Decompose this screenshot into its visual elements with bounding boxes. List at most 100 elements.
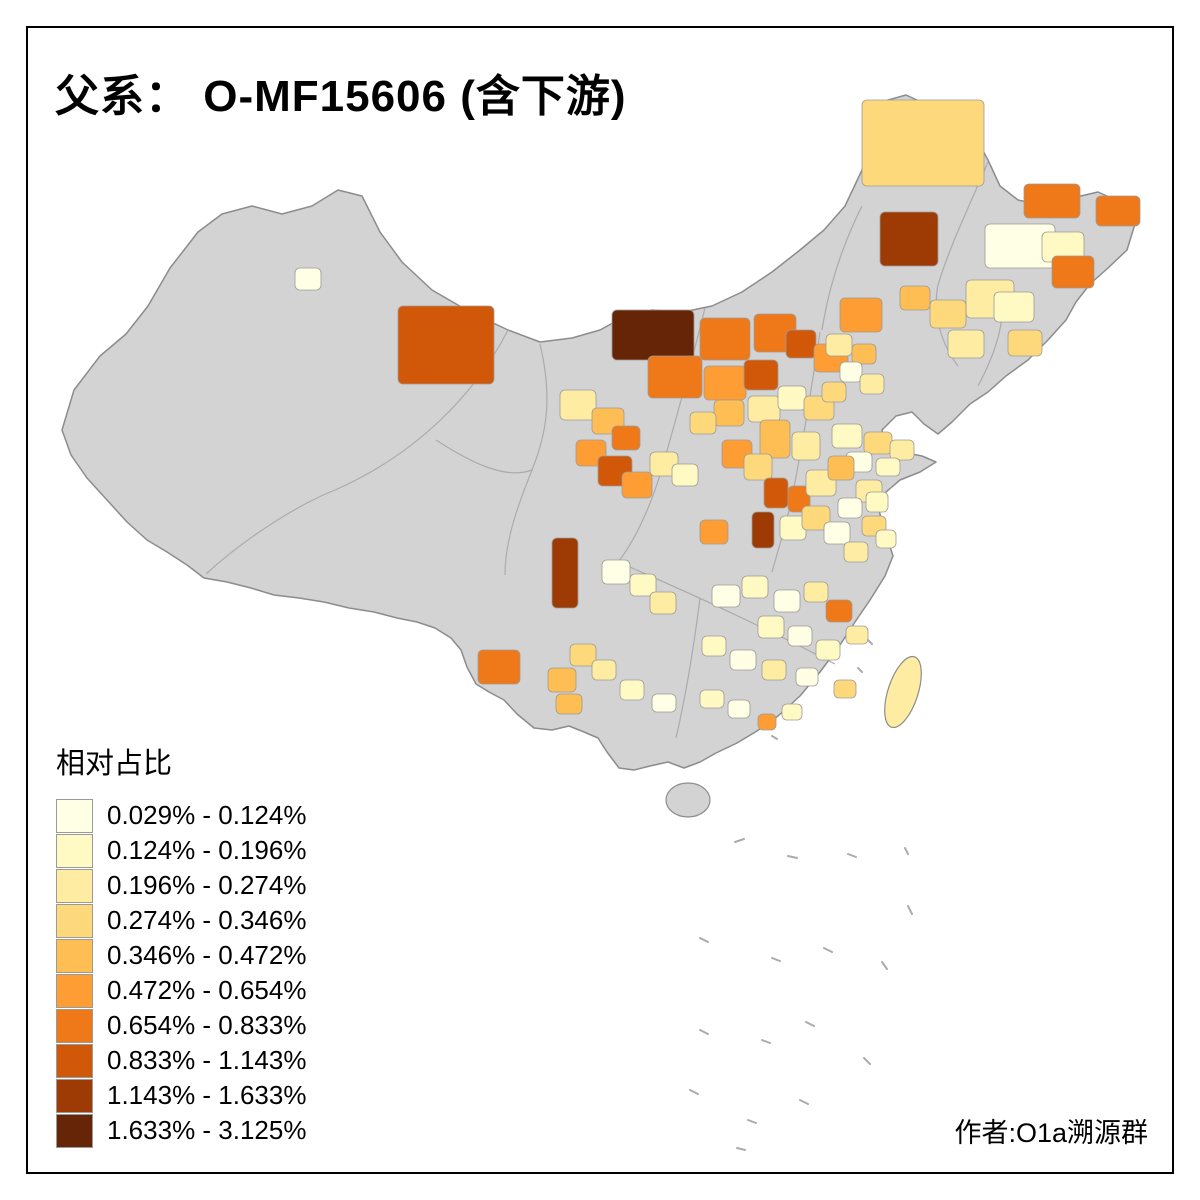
legend-label: 0.196% - 0.274% xyxy=(107,870,307,900)
prefecture-region xyxy=(773,589,801,613)
prefecture-region xyxy=(743,359,779,391)
prefecture-region xyxy=(699,689,725,709)
legend-row: 0.833% - 1.143% xyxy=(56,1043,306,1078)
prefecture-region xyxy=(711,584,741,608)
prefecture-region xyxy=(649,591,677,615)
prefecture-region xyxy=(699,519,729,545)
south-china-sea-islands xyxy=(689,639,913,1151)
prefecture-region xyxy=(611,425,641,451)
prefecture-region xyxy=(727,699,751,719)
legend-label: 0.346% - 0.472% xyxy=(107,940,307,970)
prefecture-region xyxy=(785,329,817,359)
prefecture-region xyxy=(703,365,747,401)
prefecture-region xyxy=(851,343,877,365)
prefecture-region xyxy=(795,667,819,687)
prefecture-region xyxy=(899,285,931,311)
legend-row: 0.472% - 0.654% xyxy=(56,973,306,1008)
prefecture-region xyxy=(787,485,811,513)
legend-row: 1.143% - 1.633% xyxy=(56,1078,306,1113)
legend-swatch xyxy=(56,903,93,938)
prefecture-region xyxy=(815,639,841,661)
prefecture-region xyxy=(833,679,857,699)
prefecture-region xyxy=(713,399,745,427)
prefecture-region xyxy=(671,463,699,487)
legend-label: 0.654% - 0.833% xyxy=(107,1010,307,1040)
prefecture-region xyxy=(791,431,821,461)
prefecture-region xyxy=(1007,329,1043,357)
legend-label: 0.833% - 1.143% xyxy=(107,1045,307,1075)
prefecture-region xyxy=(559,389,597,421)
legend-row: 1.633% - 3.125% xyxy=(56,1113,306,1148)
legend-label: 0.029% - 0.124% xyxy=(107,800,307,830)
prefecture-region xyxy=(875,457,901,477)
prefecture-patches xyxy=(294,99,1141,731)
prefecture-region xyxy=(741,575,769,599)
prefecture-region xyxy=(825,599,853,623)
legend-swatch xyxy=(56,1008,93,1043)
prefecture-region xyxy=(781,703,803,721)
prefecture-region xyxy=(477,649,521,685)
prefecture-region xyxy=(865,491,889,513)
prefecture-region xyxy=(611,309,695,361)
legend-swatch xyxy=(56,973,93,1008)
prefecture-region xyxy=(647,355,703,399)
prefecture-region xyxy=(547,667,577,693)
prefecture-region xyxy=(1051,255,1095,289)
prefecture-region xyxy=(837,497,863,519)
legend-swatch xyxy=(56,833,93,868)
prefecture-region xyxy=(689,411,717,435)
prefecture-region xyxy=(787,625,813,647)
prefecture-region xyxy=(555,693,583,715)
prefecture-region xyxy=(879,211,939,267)
prefecture-region xyxy=(839,297,883,333)
prefecture-region xyxy=(551,537,579,609)
prefecture-region xyxy=(569,643,597,667)
legend: 相对占比 0.029% - 0.124% 0.124% - 0.196% 0.1… xyxy=(56,740,306,1148)
legend-swatch xyxy=(56,868,93,903)
legend-row: 0.274% - 0.346% xyxy=(56,903,306,938)
prefecture-region xyxy=(294,267,322,291)
prefecture-region xyxy=(629,573,657,597)
prefecture-region xyxy=(619,679,645,701)
prefecture-region xyxy=(839,361,863,383)
prefecture-region xyxy=(759,419,791,459)
prefecture-region xyxy=(763,477,789,509)
legend-title: 相对占比 xyxy=(56,748,173,780)
legend-row: 0.654% - 0.833% xyxy=(56,1008,306,1043)
legend-row: 0.124% - 0.196% xyxy=(56,833,306,868)
prefecture-region xyxy=(947,329,985,359)
legend-swatch xyxy=(56,1113,93,1148)
prefecture-region xyxy=(823,521,851,545)
prefecture-region xyxy=(843,541,869,563)
prefecture-region xyxy=(757,615,785,639)
legend-swatch xyxy=(56,938,93,973)
prefecture-region xyxy=(821,381,847,403)
prefecture-region xyxy=(751,511,775,549)
prefecture-region xyxy=(801,505,831,531)
prefecture-region xyxy=(743,453,773,481)
prefecture-region xyxy=(831,423,863,449)
prefecture-region xyxy=(601,559,631,585)
taiwan-island xyxy=(884,655,922,729)
prefecture-region xyxy=(825,333,853,357)
legend-label: 1.143% - 1.633% xyxy=(107,1080,307,1110)
legend-row: 0.029% - 0.124% xyxy=(56,798,306,833)
prefecture-region xyxy=(1095,195,1141,227)
prefecture-region xyxy=(591,659,617,681)
prefecture-region xyxy=(889,439,915,461)
prefecture-region xyxy=(621,471,653,499)
prefecture-region xyxy=(757,713,777,731)
prefecture-region xyxy=(701,635,727,657)
prefecture-region xyxy=(729,649,757,671)
legend-label: 0.472% - 0.654% xyxy=(107,975,307,1005)
prefecture-region xyxy=(875,529,897,549)
legend-row: 0.196% - 0.274% xyxy=(56,868,306,903)
legend-swatch xyxy=(56,1078,93,1113)
legend-label: 1.633% - 3.125% xyxy=(107,1115,307,1145)
prefecture-region xyxy=(861,99,985,187)
legend-label: 0.274% - 0.346% xyxy=(107,905,307,935)
attribution: 作者:O1a溯源群 xyxy=(954,1118,1148,1148)
prefecture-region xyxy=(993,291,1035,323)
page-title: 父系： O-MF15606 (含下游) xyxy=(55,72,627,121)
